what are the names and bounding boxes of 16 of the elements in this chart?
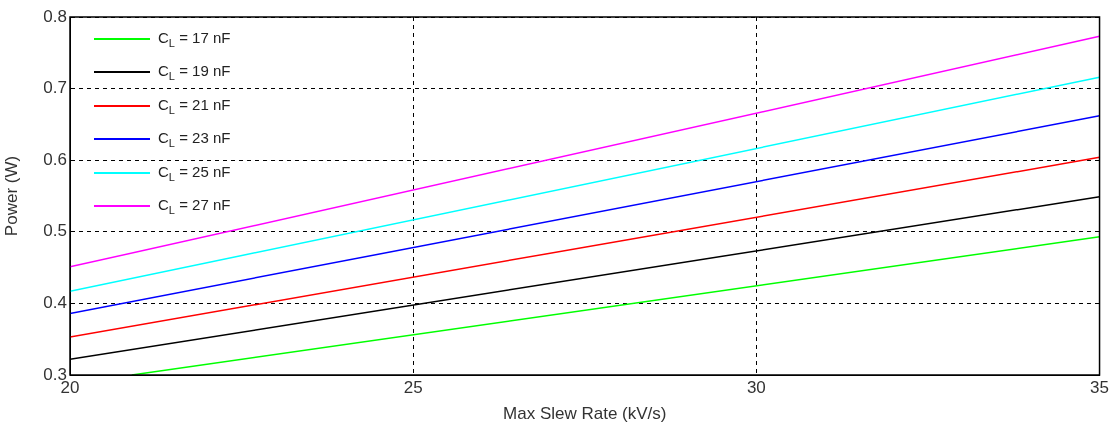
- legend-label: C$_{L}$ = 25 nF: [158, 162, 231, 183]
- x-tick-label: 35: [1090, 377, 1110, 397]
- y-tick-label: 0.5: [43, 221, 67, 241]
- y-tick-label: 0.4: [43, 293, 67, 313]
- x-tick-label: 25: [403, 377, 423, 397]
- legend-label: C$_{L}$ = 23 nF: [158, 129, 231, 150]
- legend-label: C$_{L}$ = 17 nF: [158, 28, 231, 49]
- y-tick-label: 0.6: [43, 149, 67, 169]
- legend-label: C$_{L}$ = 21 nF: [158, 95, 231, 116]
- y-tick-label: 0.8: [43, 6, 67, 26]
- legend-label: C$_{L}$ = 27 nF: [158, 196, 231, 217]
- y-tick-label: 0.7: [43, 78, 67, 98]
- legend-label: C$_{L}$ = 19 nF: [158, 62, 231, 83]
- y-axis-title: Power (W): [1, 155, 21, 237]
- x-axis-title: Max Slew Rate (kV/s): [503, 404, 667, 424]
- x-tick-label: 30: [746, 377, 766, 397]
